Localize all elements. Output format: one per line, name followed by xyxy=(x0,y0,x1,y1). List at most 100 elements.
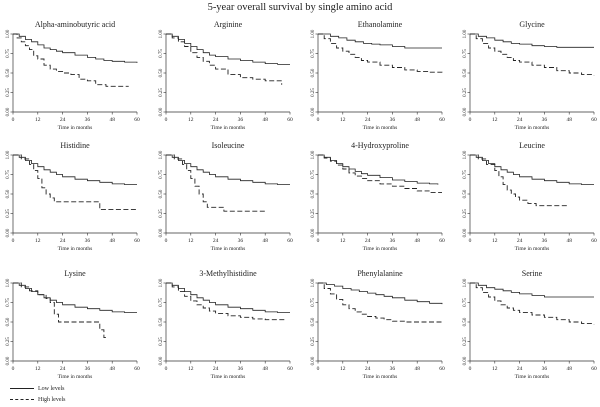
x-tick-label: 60 xyxy=(287,366,293,372)
x-tick-label: 24 xyxy=(365,366,371,372)
x-tick-label: 60 xyxy=(591,366,597,372)
panel-title: 3-Methylhistidine xyxy=(199,269,257,278)
y-tick-label: 1.00 xyxy=(6,29,11,38)
x-tick-label: 48 xyxy=(414,238,420,244)
x-tick-label: 12 xyxy=(492,238,498,244)
y-tick-label: 1.00 xyxy=(6,278,11,287)
panel-title: Glycine xyxy=(519,20,545,29)
x-tick-label: 36 xyxy=(238,366,244,372)
legend-item-high: High levels xyxy=(10,394,66,405)
x-tick-label: 48 xyxy=(566,238,572,244)
survival-curve-low xyxy=(13,33,138,63)
km-panel: Leucine 0 12 24 36 48 60 0.00 0.25 0.50 0.75 1.00 Ti… xyxy=(463,141,597,252)
legend-label-high: High levels xyxy=(38,396,66,403)
x-tick-label: 48 xyxy=(262,238,268,244)
x-tick-label: 0 xyxy=(165,238,168,244)
x-tick-label: 36 xyxy=(542,366,548,372)
x-axis-label: Time in months xyxy=(515,125,550,131)
y-tick-label: 0.75 xyxy=(159,298,164,307)
y-tick-label: 1.00 xyxy=(6,150,11,159)
km-panel: Ethanolamine 0 12 24 36 48 60 0.00 0.25 0.50 0.75 1… xyxy=(311,20,445,131)
x-tick-label: 60 xyxy=(287,117,293,123)
km-panel: Serine 0 12 24 36 48 60 0.00 0.25 0.50 0.75 1.00 Tim… xyxy=(463,269,597,380)
y-tick-label: 0.75 xyxy=(311,170,316,179)
y-tick-label: 0.50 xyxy=(6,189,11,198)
x-tick-label: 36 xyxy=(238,117,244,123)
x-tick-label: 48 xyxy=(109,117,115,123)
y-tick-label: 0.75 xyxy=(6,298,11,307)
y-tick-label: 0.00 xyxy=(159,107,164,116)
x-tick-label: 24 xyxy=(517,238,523,244)
y-tick-label: 0.25 xyxy=(6,88,11,97)
x-tick-label: 36 xyxy=(542,238,548,244)
km-panel: Arginine 0 12 24 36 48 60 0.00 0.25 0.50 0.75 1.00 T… xyxy=(159,20,293,131)
x-tick-label: 24 xyxy=(517,117,523,123)
x-tick-label: 0 xyxy=(165,366,168,372)
y-tick-label: 1.00 xyxy=(311,29,316,38)
x-axis-label: Time in months xyxy=(58,125,93,131)
survival-curve-low xyxy=(470,282,594,298)
km-panel: Glycine 0 12 24 36 48 60 0.00 0.25 0.50 0.75 1.00 Ti… xyxy=(463,20,597,131)
x-tick-label: 12 xyxy=(340,366,346,372)
y-tick-label: 0.75 xyxy=(463,170,468,179)
legend: Low levels High levels xyxy=(10,383,66,405)
y-tick-label: 0.50 xyxy=(159,189,164,198)
survival-curve-low xyxy=(13,282,137,313)
y-tick-label: 0.00 xyxy=(311,107,316,116)
x-axis-label: Time in months xyxy=(211,246,246,252)
survival-curve-low xyxy=(318,33,442,49)
x-tick-label: 60 xyxy=(134,238,140,244)
x-tick-label: 60 xyxy=(134,366,140,372)
x-axis-label: Time in months xyxy=(515,374,550,380)
panel-title: Arginine xyxy=(214,20,243,29)
y-tick-label: 0.00 xyxy=(463,228,468,237)
y-tick-label: 1.00 xyxy=(159,278,164,287)
x-tick-label: 24 xyxy=(213,366,219,372)
survival-curve-high xyxy=(166,33,283,85)
x-axis-label: Time in months xyxy=(211,374,246,380)
km-panel: 4-Hydroxyproline 0 12 24 36 48 60 0.00 0.25 0.50 0… xyxy=(311,141,445,252)
panel-title: Serine xyxy=(522,269,543,278)
x-tick-label: 0 xyxy=(317,238,320,244)
y-tick-label: 0.25 xyxy=(311,88,316,97)
x-tick-label: 24 xyxy=(60,238,66,244)
x-tick-label: 0 xyxy=(12,117,15,123)
x-tick-label: 48 xyxy=(109,238,115,244)
y-tick-label: 0.50 xyxy=(6,68,11,77)
y-tick-label: 1.00 xyxy=(159,29,164,38)
survival-curve-high xyxy=(470,154,570,207)
x-tick-label: 24 xyxy=(60,366,66,372)
panel-title: Isoleucine xyxy=(212,141,245,150)
legend-dashed-swatch xyxy=(10,399,34,400)
x-tick-label: 12 xyxy=(340,238,346,244)
y-tick-label: 0.75 xyxy=(6,170,11,179)
x-tick-label: 12 xyxy=(35,238,41,244)
x-tick-label: 0 xyxy=(469,117,472,123)
survival-curve-low xyxy=(470,154,594,185)
x-tick-label: 36 xyxy=(85,366,91,372)
x-tick-label: 24 xyxy=(365,117,371,123)
survival-curve-low xyxy=(13,154,137,185)
y-tick-label: 1.00 xyxy=(311,150,316,159)
y-tick-label: 0.75 xyxy=(463,298,468,307)
x-axis-label: Time in months xyxy=(211,125,246,131)
y-tick-label: 0.25 xyxy=(311,337,316,346)
survival-curve-low xyxy=(318,282,443,305)
x-axis-label: Time in months xyxy=(515,246,550,252)
x-tick-label: 12 xyxy=(340,117,346,123)
y-tick-label: 0.50 xyxy=(311,189,316,198)
survival-curve-high xyxy=(470,33,595,76)
survival-curve-high xyxy=(13,154,137,211)
x-tick-label: 60 xyxy=(591,238,597,244)
x-axis-label: Time in months xyxy=(363,374,398,380)
survival-curve-low xyxy=(166,282,290,313)
panel-title: Phenylalanine xyxy=(357,269,403,278)
y-tick-label: 0.00 xyxy=(311,228,316,237)
survival-curve-low xyxy=(166,154,290,185)
y-tick-label: 0.00 xyxy=(6,107,11,116)
panel-title: Lysine xyxy=(64,269,86,278)
y-tick-label: 0.25 xyxy=(463,209,468,218)
y-tick-label: 0.25 xyxy=(159,88,164,97)
y-tick-label: 1.00 xyxy=(463,278,468,287)
